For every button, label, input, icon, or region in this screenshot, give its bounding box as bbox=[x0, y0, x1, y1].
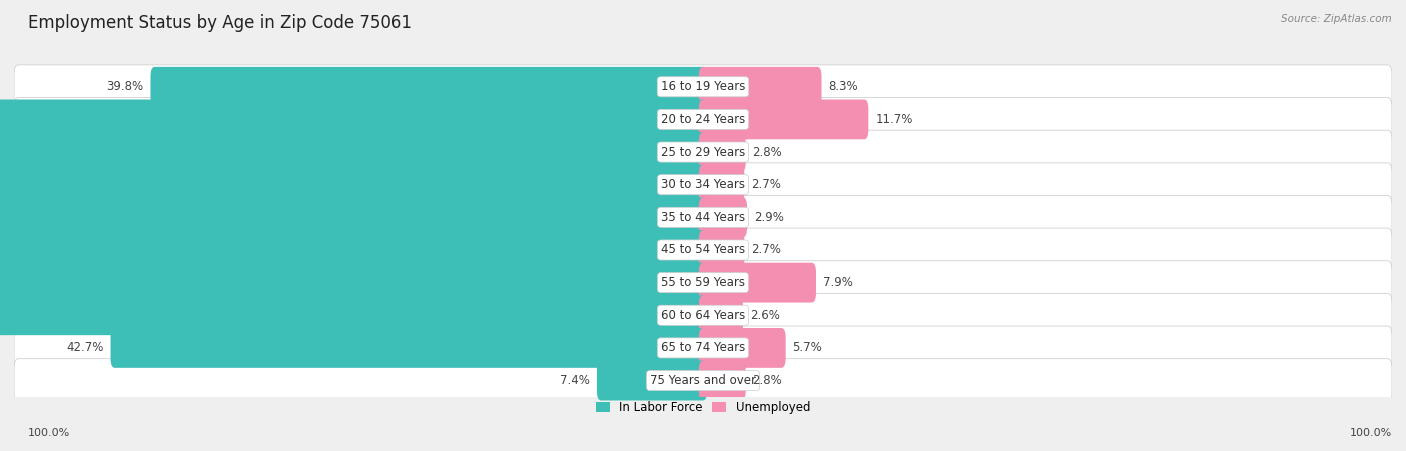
FancyBboxPatch shape bbox=[14, 294, 1392, 337]
Text: 20 to 24 Years: 20 to 24 Years bbox=[661, 113, 745, 126]
Text: 2.8%: 2.8% bbox=[752, 146, 782, 159]
Text: 100.0%: 100.0% bbox=[1350, 428, 1392, 438]
Text: 11.7%: 11.7% bbox=[876, 113, 912, 126]
Text: 75 Years and over: 75 Years and over bbox=[650, 374, 756, 387]
FancyBboxPatch shape bbox=[0, 100, 707, 139]
FancyBboxPatch shape bbox=[699, 198, 747, 237]
Text: 25 to 29 Years: 25 to 29 Years bbox=[661, 146, 745, 159]
Legend: In Labor Force, Unemployed: In Labor Force, Unemployed bbox=[591, 396, 815, 419]
Text: 2.8%: 2.8% bbox=[752, 374, 782, 387]
FancyBboxPatch shape bbox=[0, 132, 707, 172]
FancyBboxPatch shape bbox=[14, 65, 1392, 109]
Text: 30 to 34 Years: 30 to 34 Years bbox=[661, 178, 745, 191]
Text: 2.9%: 2.9% bbox=[754, 211, 785, 224]
Text: 100.0%: 100.0% bbox=[28, 428, 70, 438]
Text: 45 to 54 Years: 45 to 54 Years bbox=[661, 244, 745, 257]
FancyBboxPatch shape bbox=[14, 228, 1392, 272]
FancyBboxPatch shape bbox=[14, 359, 1392, 402]
FancyBboxPatch shape bbox=[14, 130, 1392, 174]
Text: 2.6%: 2.6% bbox=[749, 309, 780, 322]
FancyBboxPatch shape bbox=[0, 230, 707, 270]
FancyBboxPatch shape bbox=[699, 132, 745, 172]
FancyBboxPatch shape bbox=[0, 165, 707, 205]
FancyBboxPatch shape bbox=[598, 361, 707, 400]
FancyBboxPatch shape bbox=[699, 165, 744, 205]
Text: 39.8%: 39.8% bbox=[107, 80, 143, 93]
FancyBboxPatch shape bbox=[14, 326, 1392, 370]
Text: 7.9%: 7.9% bbox=[823, 276, 853, 289]
FancyBboxPatch shape bbox=[111, 328, 707, 368]
FancyBboxPatch shape bbox=[0, 263, 707, 303]
Text: 7.4%: 7.4% bbox=[560, 374, 591, 387]
Text: 65 to 74 Years: 65 to 74 Years bbox=[661, 341, 745, 354]
FancyBboxPatch shape bbox=[699, 295, 742, 335]
Text: 8.3%: 8.3% bbox=[828, 80, 858, 93]
Text: 42.7%: 42.7% bbox=[66, 341, 104, 354]
Text: 2.7%: 2.7% bbox=[751, 178, 782, 191]
Text: 5.7%: 5.7% bbox=[793, 341, 823, 354]
FancyBboxPatch shape bbox=[14, 261, 1392, 304]
FancyBboxPatch shape bbox=[699, 361, 745, 400]
Text: 2.7%: 2.7% bbox=[751, 244, 782, 257]
FancyBboxPatch shape bbox=[699, 328, 786, 368]
FancyBboxPatch shape bbox=[699, 263, 815, 303]
FancyBboxPatch shape bbox=[14, 195, 1392, 239]
Text: 16 to 19 Years: 16 to 19 Years bbox=[661, 80, 745, 93]
Text: 55 to 59 Years: 55 to 59 Years bbox=[661, 276, 745, 289]
FancyBboxPatch shape bbox=[699, 67, 821, 107]
FancyBboxPatch shape bbox=[0, 198, 707, 237]
Text: 35 to 44 Years: 35 to 44 Years bbox=[661, 211, 745, 224]
FancyBboxPatch shape bbox=[14, 97, 1392, 141]
FancyBboxPatch shape bbox=[699, 230, 744, 270]
Text: Source: ZipAtlas.com: Source: ZipAtlas.com bbox=[1281, 14, 1392, 23]
Text: Employment Status by Age in Zip Code 75061: Employment Status by Age in Zip Code 750… bbox=[28, 14, 412, 32]
FancyBboxPatch shape bbox=[150, 67, 707, 107]
Text: 60 to 64 Years: 60 to 64 Years bbox=[661, 309, 745, 322]
FancyBboxPatch shape bbox=[699, 100, 869, 139]
FancyBboxPatch shape bbox=[0, 295, 707, 335]
FancyBboxPatch shape bbox=[14, 163, 1392, 207]
